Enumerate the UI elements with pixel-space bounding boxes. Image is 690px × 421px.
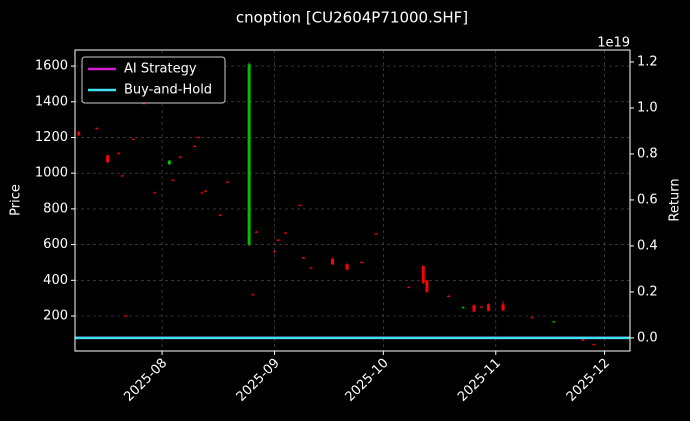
candle-body xyxy=(204,190,208,192)
candle-body xyxy=(552,321,556,323)
candle-body xyxy=(374,233,378,235)
candle-body xyxy=(77,132,81,135)
plot-frame xyxy=(74,49,631,352)
candle-body xyxy=(218,214,222,216)
y2-tick-label: 0.0 xyxy=(637,330,658,345)
candle-body xyxy=(345,264,349,270)
candle-body xyxy=(124,315,128,317)
candle-body xyxy=(251,294,255,296)
x-tick-label: 2025-10 xyxy=(343,356,392,405)
candle-body xyxy=(425,280,429,292)
candle-body xyxy=(309,267,313,269)
y2-tick-label: 1.0 xyxy=(637,100,658,115)
candle-body xyxy=(273,251,277,253)
y-tick-label: 400 xyxy=(43,273,68,288)
legend-label: Buy-and-Hold xyxy=(124,83,212,98)
y-tick-label: 800 xyxy=(43,201,68,216)
y2-tick-label: 0.8 xyxy=(637,146,658,161)
candle-body xyxy=(142,103,146,105)
candle-body xyxy=(196,137,200,139)
y-tick-label: 1000 xyxy=(35,166,68,181)
candle-body xyxy=(421,266,425,283)
y2-tick-label: 0.6 xyxy=(637,192,658,207)
y2-offset-label: 1e19 xyxy=(597,36,630,51)
candle-body xyxy=(117,153,121,155)
candle-body xyxy=(581,339,585,341)
candle-body xyxy=(131,138,135,140)
candle-body xyxy=(283,232,287,234)
candle-body xyxy=(120,175,124,177)
candle-body xyxy=(479,306,483,308)
candle-body xyxy=(487,304,491,311)
legend-box xyxy=(81,56,226,104)
candle-body xyxy=(153,192,157,194)
candle-body xyxy=(298,204,302,206)
y2-tick-label: 0.2 xyxy=(637,284,658,299)
chart-title: cnoption [CU2604P71000.SHF] xyxy=(236,9,468,27)
candle-body xyxy=(276,239,280,241)
candle-body xyxy=(106,155,110,163)
candle-body xyxy=(592,344,596,346)
candle-body xyxy=(447,296,451,298)
y-axis-label: Price xyxy=(9,184,24,216)
y-tick-label: 1600 xyxy=(35,59,68,74)
x-tick-label: 2025-09 xyxy=(234,356,283,405)
candle-body xyxy=(331,258,335,265)
y-tick-label: 600 xyxy=(43,237,68,252)
legend-label: AI Strategy xyxy=(124,62,197,77)
candle-body xyxy=(360,262,364,264)
candle-body xyxy=(167,160,171,165)
candle-body xyxy=(95,128,99,130)
candle-body xyxy=(225,181,229,183)
candle-body xyxy=(247,64,251,245)
y2-tick-label: 1.2 xyxy=(637,54,658,69)
y-tick-label: 200 xyxy=(43,309,68,324)
y2-axis-label: Return xyxy=(668,178,683,221)
candle-body xyxy=(200,192,204,194)
candle-body xyxy=(178,156,182,158)
y2-tick-label: 0.4 xyxy=(637,238,658,253)
candle-body xyxy=(193,146,197,148)
y-tick-label: 1400 xyxy=(35,94,68,109)
candle-body xyxy=(302,257,306,259)
x-tick-label: 2025-08 xyxy=(121,356,170,405)
candle-body xyxy=(530,317,534,319)
candle-body xyxy=(461,307,465,309)
x-tick-label: 2025-12 xyxy=(564,356,613,405)
y-tick-label: 1200 xyxy=(35,130,68,145)
candle-body xyxy=(407,287,411,289)
x-tick-label: 2025-11 xyxy=(455,356,504,405)
candle-body xyxy=(472,305,476,312)
candle-body xyxy=(254,231,258,233)
candle-body xyxy=(171,179,175,181)
candle-body xyxy=(501,304,505,311)
